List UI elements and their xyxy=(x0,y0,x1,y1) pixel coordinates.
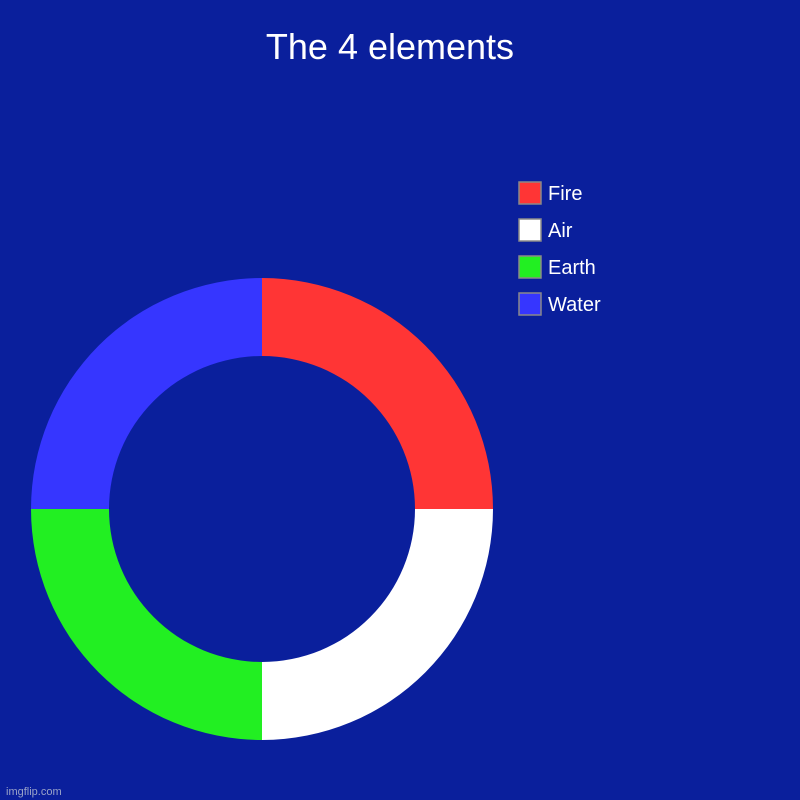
slice-air xyxy=(262,509,493,740)
chart-title: The 4 elements xyxy=(266,26,514,67)
slice-water xyxy=(31,278,262,509)
legend-swatch-water xyxy=(518,292,542,316)
legend-label-water: Water xyxy=(548,294,601,316)
chart-legend: Fire Air Earth Water xyxy=(518,181,601,316)
legend-swatch-air xyxy=(518,218,542,242)
slice-earth xyxy=(31,509,262,740)
watermark-text: imgflip.com xyxy=(6,786,62,798)
slice-fire xyxy=(262,278,493,509)
legend-label-earth: Earth xyxy=(548,257,596,279)
legend-label-air: Air xyxy=(548,220,573,242)
legend-swatch-earth xyxy=(518,255,542,279)
donut-slices xyxy=(31,278,493,740)
legend-swatch-fire xyxy=(518,181,542,205)
legend-label-fire: Fire xyxy=(548,183,582,205)
